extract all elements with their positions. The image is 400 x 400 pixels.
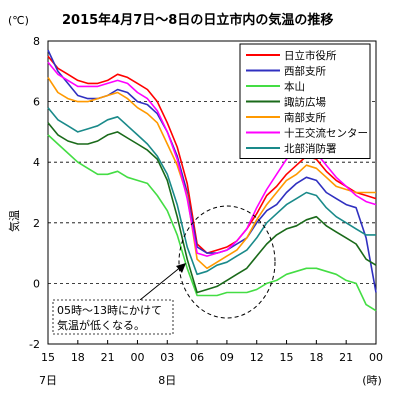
x-unit-label: (時) [362,374,382,387]
annotation-box [52,299,174,335]
grid-lines [48,101,376,284]
annotation-arrowhead [176,263,186,273]
y-tick-label: 2 [33,217,40,230]
x-tick-label: 18 [309,351,323,364]
y-tick-label: 8 [33,35,40,48]
legend-label: 日立市役所 [284,49,337,62]
series-line [47,107,376,276]
annotation-line-2: 気温が低くなる。 [57,318,145,332]
y-tick-label: 6 [33,96,40,109]
highlight-ellipse [178,205,276,319]
date-label: 7日 [39,374,57,387]
x-tick-label: 00 [130,351,144,364]
series-line [47,76,376,270]
legend-label: 北部消防署 [284,142,337,155]
y-tick-label: 4 [33,156,40,169]
legend-label: 西部支所 [284,65,326,78]
chart-title: 2015年4月7日～8日の日立市内の気温の推移 [62,12,333,28]
y-axis-label: 気温 [7,210,21,232]
y-unit-label: (℃) [8,14,29,27]
series-line [47,61,377,257]
x-tick-label: 18 [71,351,85,364]
series-line [47,122,377,294]
y-tick-label: -2 [29,338,40,351]
x-tick-label: 15 [41,351,55,364]
series-lines [47,49,377,312]
x-tick-label: 00 [369,351,383,364]
date-label: 8日 [158,374,176,387]
legend-label: 本山 [284,80,305,93]
x-tick-label: 03 [160,351,174,364]
legend-label: 十王交流センター [284,127,368,140]
x-tick-label: 15 [280,351,294,364]
annotation-line-1: 05時～13時にかけて [57,304,162,317]
x-tick-label: 12 [250,351,264,364]
series-line [47,55,377,254]
axis-ticks: -2 0 2 4 6 8 15 18 21 00 03 06 09 12 15 18 21 00 7日 8日 (時) [29,35,383,387]
series-line [47,134,377,312]
legend-label: 南部支所 [284,111,326,124]
annotation-arrow [139,265,183,301]
legend-label: 諏訪広場 [284,96,326,109]
y-tick-label: 0 [33,277,40,290]
x-tick-label: 09 [220,351,234,364]
x-tick-label: 21 [339,351,353,364]
x-tick-label: 06 [190,351,204,364]
x-tick-label: 21 [101,351,115,364]
